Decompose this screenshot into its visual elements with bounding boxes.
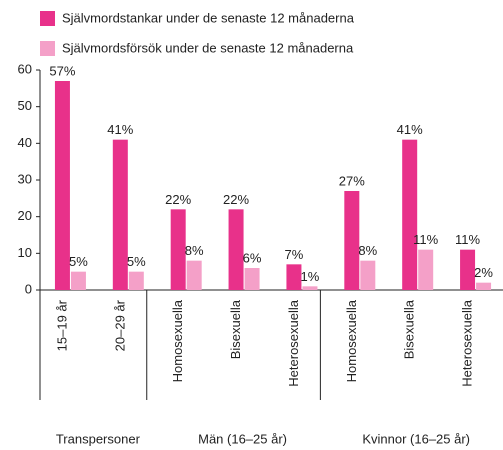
y-tick-label: 10 (18, 245, 32, 260)
value-label: 6% (243, 250, 262, 265)
bar (244, 268, 260, 290)
bar (460, 249, 476, 290)
value-label: 7% (285, 247, 304, 262)
bar (228, 209, 244, 290)
x-tick-label: Heterosexuella (286, 299, 301, 386)
legend-label: Självmordstankar under de senaste 12 mån… (62, 10, 355, 25)
value-label: 5% (127, 254, 146, 269)
value-label: 8% (185, 243, 204, 258)
bar (186, 260, 202, 290)
bar (344, 191, 360, 290)
y-tick-label: 20 (18, 208, 32, 223)
legend-label: Självmordsförsök under de senaste 12 mån… (62, 40, 354, 55)
value-label: 2% (474, 265, 493, 280)
x-tick-label: 15–19 år (54, 299, 69, 351)
bar (418, 249, 434, 290)
value-label: 11% (413, 232, 438, 247)
x-tick-label: Bisexuella (402, 299, 417, 359)
x-tick-label: Heterosexuella (460, 299, 475, 386)
bar (54, 81, 70, 290)
value-label: 57% (49, 63, 75, 78)
bar (70, 271, 86, 290)
group-label: Kvinnor (16–25 år) (362, 431, 470, 446)
x-tick-label: Homosexuella (344, 299, 359, 382)
group-label: Transpersoner (56, 431, 141, 446)
bar (286, 264, 302, 290)
x-tick-label: Bisexuella (228, 299, 243, 359)
bar (476, 282, 492, 290)
y-tick-label: 60 (18, 61, 32, 76)
value-label: 22% (223, 192, 249, 207)
value-label: 22% (165, 192, 191, 207)
bar (302, 286, 318, 290)
value-label: 27% (339, 173, 365, 188)
group-label: Män (16–25 år) (198, 431, 287, 446)
y-tick-label: 0 (25, 281, 32, 296)
legend-swatch (40, 11, 55, 26)
bar (170, 209, 186, 290)
y-tick-label: 40 (18, 135, 32, 150)
value-label: 8% (358, 243, 377, 258)
legend-swatch (40, 41, 55, 56)
value-label: 5% (69, 254, 88, 269)
bar (402, 139, 418, 290)
bar (360, 260, 376, 290)
x-tick-label: Homosexuella (170, 299, 185, 382)
value-label: 11% (455, 232, 480, 247)
bar (112, 139, 128, 290)
value-label: 41% (397, 122, 423, 137)
y-tick-label: 50 (18, 98, 32, 113)
y-tick-label: 30 (18, 171, 32, 186)
value-label: 1% (301, 269, 320, 284)
value-label: 41% (107, 122, 133, 137)
bar (128, 271, 144, 290)
x-tick-label: 20–29 år (112, 299, 127, 351)
